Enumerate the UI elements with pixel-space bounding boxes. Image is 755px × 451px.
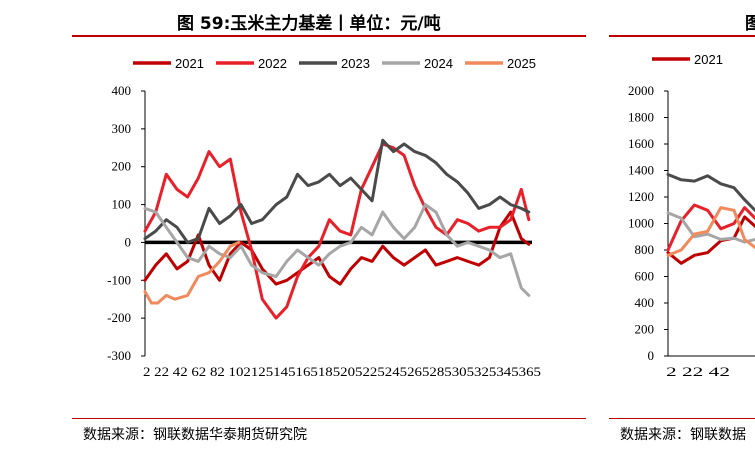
- y-tick-label: 200: [635, 322, 655, 337]
- series-line-2024: [143, 203, 531, 297]
- x-tick-labels: 2 22 42 62 82 10212514516518520522524526…: [143, 364, 541, 379]
- left-source-rule: [72, 418, 586, 419]
- series-line-2022: [143, 142, 531, 320]
- left-title-rule: [72, 35, 586, 37]
- y-tick-label: 400: [112, 83, 132, 98]
- series-line-2021: [143, 210, 531, 286]
- legend-label-2021: 2021: [694, 52, 723, 67]
- y-tick-label: -300: [107, 348, 131, 363]
- legend-label-2023: 2023: [341, 56, 370, 71]
- y-tick-label: 1400: [628, 163, 654, 178]
- x-tick-labels: 2 22 42: [666, 364, 730, 379]
- y-tick-label: 1600: [628, 136, 654, 151]
- left-chart: 2021 2022 2023 2024 2025 -300 -200 -100 0 100 200 3…: [107, 56, 541, 379]
- y-tick-label: 200: [112, 159, 132, 174]
- y-tick-label: -100: [107, 272, 131, 287]
- legend-label-2021: 2021: [175, 56, 204, 71]
- y-tick-label: 0: [125, 234, 132, 249]
- series-line-2024: [666, 211, 755, 244]
- y-tick-label: 400: [635, 295, 655, 310]
- legend-label-2024: 2024: [424, 56, 453, 71]
- y-tick-label: -200: [107, 310, 131, 325]
- y-tick-label: 600: [635, 269, 655, 284]
- y-tick-label: 100: [112, 197, 132, 212]
- legend-label-2022: 2022: [258, 56, 287, 71]
- y-tick-label: 0: [648, 348, 655, 363]
- y-tick-label: 1800: [628, 110, 654, 125]
- right-source-rule: [609, 418, 755, 419]
- legend-label-2025: 2025: [507, 56, 536, 71]
- series-line-2025: [143, 240, 241, 305]
- y-tick-label: 1200: [628, 189, 654, 204]
- right-chart: 2021 0 200 400 600 800 1000 1200 1400 1600 1800 200…: [628, 52, 755, 379]
- y-tick-label: 800: [635, 242, 655, 257]
- series-line-2023: [666, 173, 755, 212]
- series-line-2022: [666, 203, 755, 252]
- y-tick-label: 300: [112, 121, 132, 136]
- left-source-note: 数据来源：钢联数据华泰期货研究院: [83, 427, 307, 443]
- y-tick-label: 1000: [628, 216, 654, 231]
- series-line-2023: [143, 138, 531, 244]
- right-title-rule: [609, 35, 755, 37]
- right-chart-title: 图: [745, 14, 755, 34]
- y-tick-label: 2000: [628, 83, 654, 98]
- right-source-note: 数据来源：钢联数据: [620, 427, 746, 443]
- left-chart-title: 图 59:玉米主力基差丨单位：元/吨: [177, 14, 441, 34]
- series-line-2025: [666, 206, 755, 257]
